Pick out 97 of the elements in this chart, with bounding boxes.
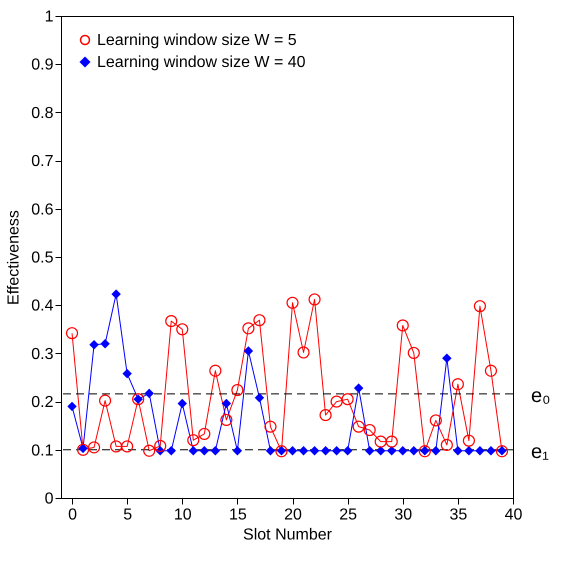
point: [88, 441, 100, 454]
point: [264, 420, 277, 433]
point: [178, 399, 187, 408]
point: [100, 339, 110, 348]
point: [409, 446, 418, 456]
point: [330, 396, 343, 408]
point: [222, 399, 231, 408]
point: [210, 446, 220, 456]
point: [343, 446, 352, 456]
point: [320, 409, 332, 422]
point: [408, 346, 420, 359]
point: [474, 300, 486, 312]
point: [464, 446, 474, 456]
y-tick-label: 0.7: [31, 153, 54, 170]
point: [143, 444, 156, 457]
x-tick-label: 40: [504, 506, 522, 524]
x-tick-label: 30: [394, 506, 412, 524]
point: [76, 444, 90, 456]
x-tick-label: 5: [123, 506, 132, 524]
point: [374, 436, 387, 448]
point: [352, 420, 365, 433]
point: [231, 384, 244, 396]
point: [354, 384, 364, 393]
x-tick-label: 25: [339, 506, 358, 524]
x-tick-label: 10: [174, 506, 192, 524]
point: [90, 340, 99, 350]
point: [242, 322, 254, 334]
point: [286, 296, 299, 309]
x-axis-title: Slot Number: [243, 526, 333, 544]
y-tick-label: 0.5: [31, 250, 54, 266]
point: [144, 388, 154, 398]
point: [475, 446, 484, 456]
point: [442, 354, 452, 363]
point: [297, 346, 310, 358]
ref-line-label: e₁: [531, 440, 550, 463]
point: [386, 436, 398, 448]
y-tick-label: 0.2: [31, 394, 54, 412]
point: [112, 290, 121, 299]
point: [78, 444, 88, 453]
point: [364, 424, 376, 436]
y-tick-label: 0.9: [31, 56, 54, 74]
x-tick-label: 0: [68, 506, 78, 524]
point: [198, 428, 210, 440]
point: [398, 446, 408, 456]
point: [396, 319, 409, 332]
y-tick-label: 0.8: [31, 104, 54, 122]
point: [176, 323, 188, 336]
point: [232, 446, 242, 456]
y-tick-label: 0: [44, 490, 54, 508]
point: [165, 315, 178, 328]
point: [121, 440, 134, 452]
point: [332, 446, 342, 456]
point: [154, 440, 166, 452]
point: [430, 414, 442, 426]
point: [365, 446, 374, 456]
point: [253, 314, 266, 326]
y-tick-label: 0.6: [31, 201, 54, 218]
point: [452, 378, 464, 390]
point: [68, 402, 76, 411]
y-tick-label: 0.3: [31, 346, 54, 363]
point: [254, 393, 264, 402]
point: [220, 414, 232, 426]
point: [431, 446, 440, 456]
point: [166, 446, 176, 456]
point: [66, 327, 78, 340]
point: [486, 446, 496, 456]
y-tick-label: 0.1: [31, 442, 54, 460]
point: [299, 446, 308, 456]
point: [440, 438, 453, 452]
y-axis-title: Effectiveness: [5, 210, 22, 305]
legend-label: Learning window size W = 40: [97, 54, 306, 71]
point: [99, 394, 112, 407]
ref-line-label: e₀: [531, 384, 550, 407]
point: [453, 446, 462, 456]
point: [342, 393, 354, 406]
point: [484, 364, 498, 377]
point: [110, 440, 122, 452]
x-tick-label: 35: [449, 506, 468, 524]
point: [187, 434, 200, 446]
point: [387, 446, 396, 456]
point: [188, 446, 198, 456]
legend-label: Learning window size W = 5: [97, 32, 297, 49]
point: [244, 346, 253, 356]
x-tick-label: 15: [228, 506, 247, 524]
y-tick-label: 1: [44, 8, 54, 26]
point: [122, 369, 132, 378]
point: [288, 446, 297, 456]
point: [209, 364, 222, 377]
point: [266, 446, 275, 456]
point: [321, 446, 330, 456]
point: [308, 293, 321, 306]
x-tick-label: 20: [284, 506, 302, 524]
point: [462, 434, 475, 447]
point: [376, 446, 386, 456]
point: [200, 446, 209, 456]
y-tick-label: 0.4: [31, 298, 54, 315]
point: [310, 446, 320, 456]
